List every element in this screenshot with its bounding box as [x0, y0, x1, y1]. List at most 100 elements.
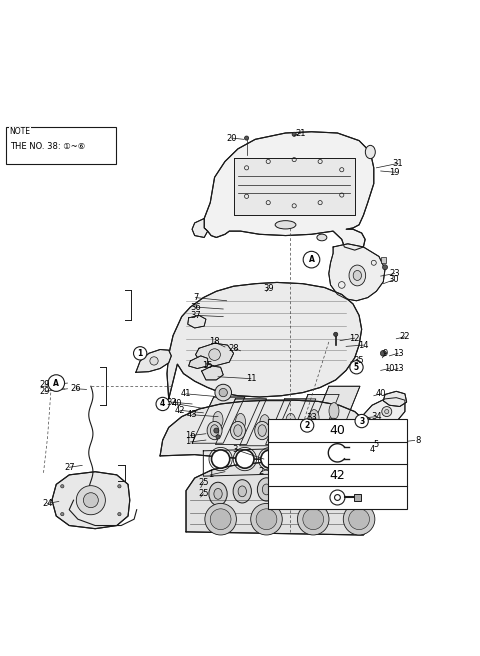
Text: 25: 25 — [198, 478, 209, 487]
Text: 3: 3 — [233, 445, 238, 454]
Polygon shape — [265, 399, 316, 445]
Text: A: A — [309, 255, 314, 264]
Ellipse shape — [349, 265, 366, 286]
Circle shape — [348, 509, 370, 529]
Circle shape — [244, 136, 249, 140]
Text: 1: 1 — [138, 349, 143, 358]
Polygon shape — [52, 472, 130, 529]
FancyBboxPatch shape — [381, 256, 386, 263]
Ellipse shape — [275, 220, 296, 229]
Circle shape — [212, 450, 230, 468]
Text: 33: 33 — [306, 413, 317, 422]
Polygon shape — [192, 397, 245, 443]
Text: 1: 1 — [208, 470, 213, 480]
Text: 32: 32 — [166, 398, 177, 407]
Circle shape — [215, 384, 231, 401]
Text: 14: 14 — [358, 340, 369, 350]
Text: 40: 40 — [329, 424, 346, 437]
Circle shape — [214, 428, 219, 433]
Text: 17: 17 — [185, 438, 196, 447]
Circle shape — [118, 485, 121, 488]
Ellipse shape — [307, 478, 325, 501]
Text: 30: 30 — [388, 276, 399, 285]
Text: 3: 3 — [359, 417, 364, 426]
Text: 43: 43 — [187, 410, 197, 419]
Circle shape — [236, 450, 254, 468]
Text: 21: 21 — [296, 129, 306, 138]
FancyBboxPatch shape — [268, 419, 407, 508]
Polygon shape — [195, 343, 234, 366]
Ellipse shape — [280, 421, 295, 440]
FancyBboxPatch shape — [6, 127, 116, 164]
Text: 29: 29 — [40, 380, 50, 390]
Text: 22: 22 — [400, 333, 410, 341]
Ellipse shape — [257, 478, 276, 501]
Circle shape — [335, 495, 340, 501]
Polygon shape — [234, 158, 355, 215]
Circle shape — [309, 450, 327, 468]
Text: 15: 15 — [203, 361, 213, 371]
Polygon shape — [240, 401, 291, 446]
Ellipse shape — [365, 146, 375, 159]
Polygon shape — [186, 462, 372, 535]
Circle shape — [118, 512, 121, 516]
Text: 13: 13 — [393, 364, 403, 373]
Circle shape — [351, 454, 355, 458]
Polygon shape — [160, 400, 371, 460]
Ellipse shape — [209, 482, 227, 506]
Text: A: A — [53, 379, 59, 388]
Circle shape — [303, 509, 324, 529]
Text: 4: 4 — [370, 445, 375, 454]
Ellipse shape — [210, 424, 219, 436]
Ellipse shape — [328, 476, 347, 499]
Text: 7: 7 — [193, 293, 198, 302]
Text: 42: 42 — [175, 406, 185, 415]
Text: 4: 4 — [160, 400, 165, 409]
Text: 29: 29 — [40, 387, 50, 396]
Polygon shape — [363, 398, 405, 423]
Circle shape — [261, 450, 279, 468]
Circle shape — [298, 503, 329, 535]
Ellipse shape — [207, 421, 222, 440]
Ellipse shape — [255, 421, 270, 440]
Text: 36: 36 — [190, 302, 201, 312]
Ellipse shape — [353, 270, 361, 280]
Circle shape — [60, 512, 64, 516]
Text: 40: 40 — [375, 390, 386, 398]
Text: 8: 8 — [415, 436, 420, 445]
Circle shape — [380, 350, 386, 356]
Polygon shape — [202, 366, 223, 380]
Ellipse shape — [288, 484, 296, 495]
Text: 40: 40 — [172, 400, 182, 409]
Circle shape — [150, 357, 158, 365]
Text: 9: 9 — [383, 349, 388, 358]
Text: 2: 2 — [259, 467, 264, 476]
Ellipse shape — [263, 484, 271, 495]
Ellipse shape — [304, 421, 319, 440]
Circle shape — [350, 361, 363, 374]
Ellipse shape — [213, 411, 223, 428]
Circle shape — [334, 332, 338, 337]
Circle shape — [383, 265, 387, 270]
Circle shape — [292, 133, 296, 136]
Text: 10: 10 — [384, 364, 395, 373]
Ellipse shape — [317, 234, 327, 241]
Text: 20: 20 — [227, 134, 237, 142]
Circle shape — [355, 415, 368, 428]
Text: 16: 16 — [185, 431, 196, 440]
FancyBboxPatch shape — [354, 494, 360, 501]
Text: 25: 25 — [198, 489, 209, 499]
Circle shape — [84, 493, 98, 508]
Polygon shape — [329, 244, 385, 301]
Ellipse shape — [286, 413, 296, 430]
Circle shape — [285, 450, 303, 468]
Circle shape — [156, 398, 169, 411]
Polygon shape — [289, 394, 339, 442]
Text: 5: 5 — [354, 363, 359, 372]
Text: THE NO. 38: ①~⑥: THE NO. 38: ①~⑥ — [10, 142, 85, 152]
Ellipse shape — [238, 486, 246, 497]
Ellipse shape — [258, 424, 266, 436]
Circle shape — [303, 251, 320, 268]
Ellipse shape — [329, 422, 337, 433]
Polygon shape — [192, 218, 208, 237]
